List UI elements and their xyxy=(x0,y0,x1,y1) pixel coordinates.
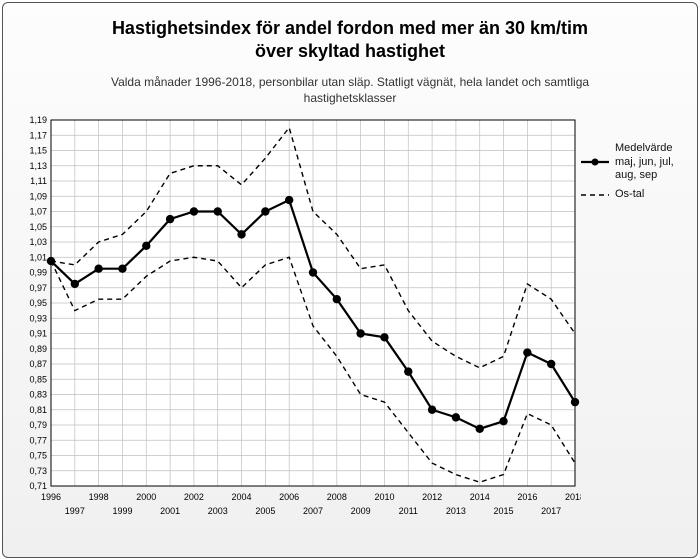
svg-text:2001: 2001 xyxy=(160,506,180,516)
svg-text:1996: 1996 xyxy=(41,492,61,502)
svg-text:0,95: 0,95 xyxy=(29,298,47,308)
svg-text:2012: 2012 xyxy=(422,492,442,502)
svg-text:0,77: 0,77 xyxy=(29,436,47,446)
svg-text:2011: 2011 xyxy=(399,506,418,516)
svg-text:1999: 1999 xyxy=(112,506,132,516)
svg-text:2017: 2017 xyxy=(541,506,561,516)
svg-text:1,03: 1,03 xyxy=(29,237,47,247)
svg-text:2006: 2006 xyxy=(279,492,299,502)
svg-text:2004: 2004 xyxy=(232,492,252,502)
svg-text:1,05: 1,05 xyxy=(29,222,47,232)
chart-title: Hastighetsindex för andel fordon med mer… xyxy=(3,3,697,64)
subtitle-line-2: hastighetsklasser xyxy=(304,91,397,105)
svg-text:2005: 2005 xyxy=(255,506,275,516)
line-chart: 0,71 0,73 0,75 0,77 0,79 0,81 0,83 0,85 0,87 0,89… xyxy=(11,114,581,534)
legend-swatch-os xyxy=(581,188,609,202)
svg-text:0,93: 0,93 xyxy=(29,314,47,324)
svg-text:2014: 2014 xyxy=(470,492,490,502)
svg-text:0,91: 0,91 xyxy=(29,329,47,339)
svg-text:2002: 2002 xyxy=(184,492,204,502)
legend: Medelvärde maj, jun, jul, aug, sep Os-ta… xyxy=(581,114,681,208)
legend-label-os: Os-tal xyxy=(615,188,644,201)
chart-subtitle: Valda månader 1996-2018, personbilar uta… xyxy=(3,64,697,110)
svg-text:1,01: 1,01 xyxy=(29,253,47,263)
svg-text:1,19: 1,19 xyxy=(29,115,47,125)
title-line-1: Hastighetsindex för andel fordon med mer… xyxy=(112,18,588,38)
svg-text:0,89: 0,89 xyxy=(29,344,47,354)
title-line-2: över skyltad hastighet xyxy=(255,41,445,61)
svg-text:2016: 2016 xyxy=(517,492,537,502)
svg-text:0,73: 0,73 xyxy=(29,466,47,476)
svg-text:2007: 2007 xyxy=(303,506,323,516)
svg-text:1,11: 1,11 xyxy=(30,176,47,186)
svg-text:0,75: 0,75 xyxy=(29,451,47,461)
svg-text:2000: 2000 xyxy=(136,492,156,502)
svg-text:0,85: 0,85 xyxy=(29,375,47,385)
svg-text:0,79: 0,79 xyxy=(29,420,47,430)
legend-item-mean: Medelvärde maj, jun, jul, aug, sep xyxy=(581,142,681,182)
svg-text:0,71: 0,71 xyxy=(29,481,47,491)
svg-text:1,07: 1,07 xyxy=(29,207,47,217)
svg-text:0,97: 0,97 xyxy=(29,283,47,293)
chart-frame: Hastighetsindex för andel fordon med mer… xyxy=(2,2,698,558)
svg-text:2008: 2008 xyxy=(327,492,347,502)
svg-text:1,09: 1,09 xyxy=(29,192,47,202)
svg-text:0,99: 0,99 xyxy=(29,268,47,278)
svg-text:1997: 1997 xyxy=(65,506,85,516)
svg-text:1,13: 1,13 xyxy=(29,161,47,171)
chart-body: 0,71 0,73 0,75 0,77 0,79 0,81 0,83 0,85 0,87 0,89… xyxy=(3,110,697,534)
svg-text:1998: 1998 xyxy=(89,492,109,502)
svg-text:0,83: 0,83 xyxy=(29,390,47,400)
svg-text:2013: 2013 xyxy=(446,506,466,516)
legend-swatch-mean xyxy=(581,155,609,169)
svg-text:2003: 2003 xyxy=(208,506,228,516)
svg-text:0,81: 0,81 xyxy=(29,405,47,415)
svg-text:2015: 2015 xyxy=(494,506,514,516)
svg-text:2010: 2010 xyxy=(374,492,394,502)
legend-label-mean: Medelvärde maj, jun, jul, aug, sep xyxy=(615,142,681,182)
svg-text:0,87: 0,87 xyxy=(29,359,47,369)
legend-item-os: Os-tal xyxy=(581,188,681,202)
svg-text:1,17: 1,17 xyxy=(29,131,47,141)
svg-text:1,15: 1,15 xyxy=(29,146,47,156)
subtitle-line-1: Valda månader 1996-2018, personbilar uta… xyxy=(111,75,589,89)
svg-text:2018: 2018 xyxy=(565,492,581,502)
svg-text:2009: 2009 xyxy=(351,506,371,516)
